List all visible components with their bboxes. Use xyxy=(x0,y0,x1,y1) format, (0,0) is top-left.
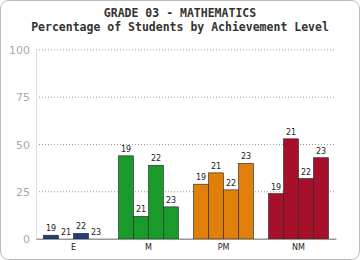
series-label: 23 xyxy=(241,152,251,161)
subtitle: Percentage of Students by Achievement Le… xyxy=(31,20,329,34)
y-tick-label: 25 xyxy=(16,186,30,199)
bar xyxy=(224,190,239,239)
bar xyxy=(209,173,224,239)
series-label: 21 xyxy=(211,162,221,171)
x-tick-label: PM xyxy=(218,243,230,252)
bar xyxy=(269,194,284,239)
title: GRADE 03 - MATHEMATICS xyxy=(104,6,256,20)
bar xyxy=(194,184,209,239)
grid xyxy=(36,50,336,239)
series-label: 23 xyxy=(166,196,176,205)
bar xyxy=(164,207,179,239)
y-tick-label: 100 xyxy=(9,44,30,57)
series-label: 19 xyxy=(196,173,206,182)
y-tick: 100 xyxy=(9,44,36,57)
y-axis-line xyxy=(36,51,37,240)
bar xyxy=(89,239,104,240)
bar xyxy=(44,235,59,239)
series-label: 21 xyxy=(286,128,296,137)
x-tick-label: E xyxy=(71,243,76,252)
series-label: 21 xyxy=(136,205,146,214)
bar xyxy=(134,216,149,239)
x-tick: E xyxy=(71,239,76,252)
series-label: 23 xyxy=(91,228,101,237)
x-tick: M xyxy=(145,239,152,252)
series-label: 22 xyxy=(301,168,311,177)
bar xyxy=(74,233,89,239)
y-tick: 25 xyxy=(16,186,36,199)
bar xyxy=(59,239,74,240)
x-tick-label: M xyxy=(145,243,152,252)
series-label: 19 xyxy=(271,183,281,192)
bar xyxy=(239,163,254,239)
bar-labels: 19 19 19 19 21 21 21 21 22 22 22 22 23 23 23 23 xyxy=(46,128,326,237)
series-label: 21 xyxy=(61,228,71,237)
y-tick: 50 xyxy=(16,139,36,152)
y-tick-label: 75 xyxy=(16,91,30,104)
y-axis: 0 25 50 75 100 xyxy=(9,44,37,246)
bar xyxy=(284,139,299,239)
grid-line xyxy=(36,97,336,98)
series-label: 19 xyxy=(121,145,131,154)
series-label: 23 xyxy=(316,147,326,156)
x-axis-line xyxy=(37,239,337,240)
y-tick: 0 xyxy=(23,233,36,246)
series-label: 19 xyxy=(46,224,56,233)
bars xyxy=(44,139,329,239)
y-tick-label: 0 xyxy=(23,233,30,246)
y-tick: 75 xyxy=(16,91,36,104)
y-tick-label: 50 xyxy=(16,139,30,152)
x-tick: NM xyxy=(292,239,305,252)
frame xyxy=(1,1,360,260)
x-tick-label: NM xyxy=(292,243,305,252)
chart: GRADE 03 - MATHEMATICSPercentage of Stud… xyxy=(0,0,360,260)
grid-line xyxy=(36,50,336,51)
bar xyxy=(299,179,314,239)
series-label: 22 xyxy=(151,154,161,163)
bar xyxy=(119,156,134,239)
series-label: 22 xyxy=(226,179,236,188)
series-label: 22 xyxy=(76,222,86,231)
x-axis: E M PM NM xyxy=(37,239,337,252)
x-tick: PM xyxy=(218,239,230,252)
bar xyxy=(149,165,164,239)
bar xyxy=(314,158,329,239)
